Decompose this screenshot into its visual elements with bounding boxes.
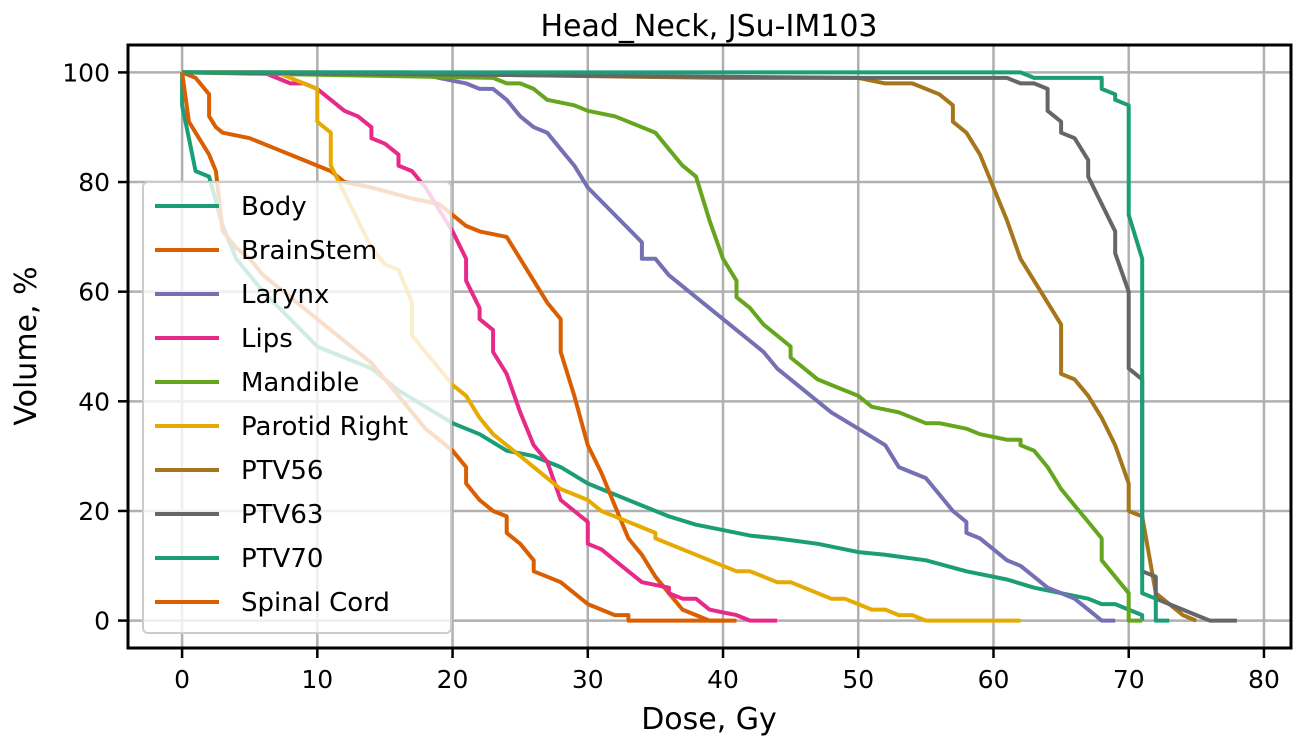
legend-label-ptv56: PTV56 — [241, 456, 323, 486]
y-tick-label: 80 — [78, 168, 110, 197]
legend-label-body: Body — [241, 192, 307, 222]
x-tick-label: 0 — [174, 665, 190, 694]
chart-title: Head_Neck, JSu-IM103 — [540, 9, 877, 44]
x-tick-label: 30 — [572, 665, 604, 694]
axis-ticks: 0 10 20 30 40 50 60 70 80 0 20 40 60 80 100 — [62, 58, 1280, 694]
y-tick-label: 0 — [94, 607, 110, 636]
series-line-ptv56 — [182, 70, 1198, 623]
y-tick-label: 20 — [78, 497, 110, 526]
legend-label-parotid-right: Parotid Right — [241, 412, 408, 442]
series-line-mandible — [182, 70, 1143, 623]
legend-label-spinal-cord: Spinal Cord — [241, 588, 390, 618]
y-tick-label: 100 — [62, 58, 110, 87]
legend: Body BrainStem Larynx Lips Mandible Parotid R… — [142, 181, 452, 634]
y-tick-label: 60 — [78, 278, 110, 307]
legend-label-ptv70: PTV70 — [241, 544, 323, 574]
series-line-ptv70 — [182, 70, 1170, 623]
legend-label-mandible: Mandible — [241, 368, 359, 398]
series-line-ptv63 — [182, 70, 1237, 623]
legend-label-ptv63: PTV63 — [241, 500, 323, 530]
y-tick-label: 40 — [78, 387, 110, 416]
legend-label-lips: Lips — [241, 324, 293, 354]
series-line-lips — [182, 70, 778, 623]
legend-label-larynx: Larynx — [241, 280, 329, 310]
plot-frame — [126, 43, 1293, 650]
x-axis-label: Dose, Gy — [641, 702, 777, 737]
x-tick-label: 60 — [978, 665, 1010, 694]
y-axis-label: Volume, % — [9, 266, 44, 425]
legend-box — [142, 181, 452, 634]
x-tick-label: 10 — [301, 665, 333, 694]
x-tick-label: 40 — [707, 665, 739, 694]
x-tick-label: 80 — [1248, 665, 1280, 694]
legend-label-brainstem: BrainStem — [241, 236, 377, 266]
series-line-larynx — [182, 70, 1116, 623]
x-tick-label: 50 — [842, 665, 874, 694]
x-tick-label: 70 — [1113, 665, 1145, 694]
x-tick-label: 20 — [437, 665, 469, 694]
series-line-brainstem — [181, 70, 737, 623]
